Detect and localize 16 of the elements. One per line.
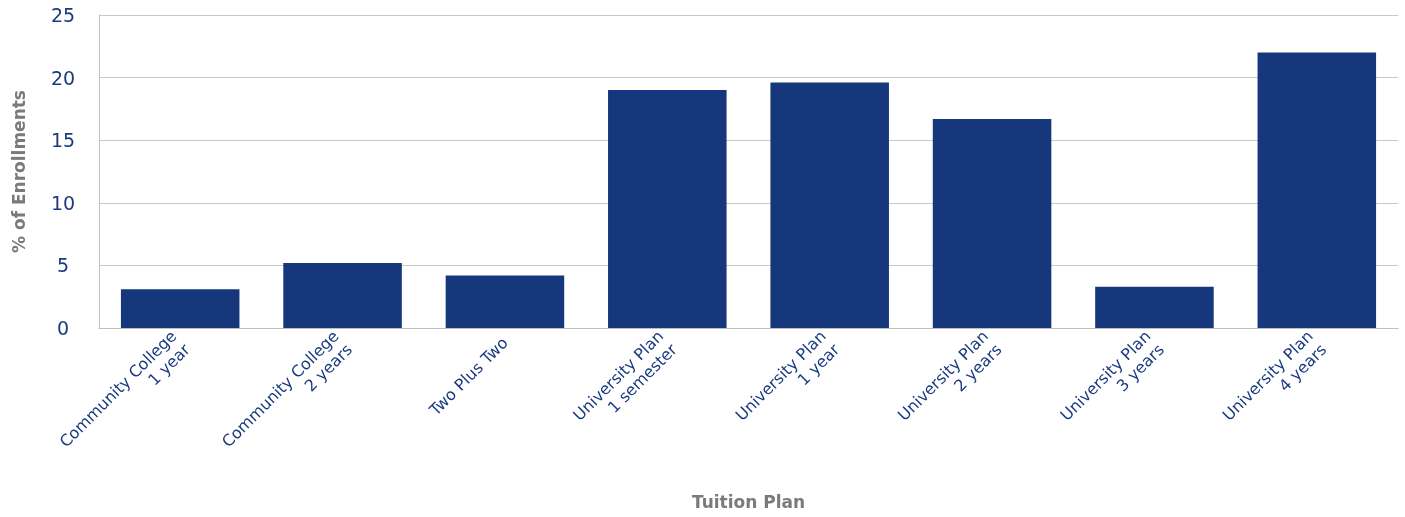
y-tick-label: 5 [56,254,70,277]
x-axis-title: Tuition Plan [691,491,806,512]
y-axis-title: % of Enrollments [8,90,29,253]
y-tick-label: 10 [50,191,76,214]
bar [445,275,565,328]
bar [283,262,402,328]
bar [120,289,240,328]
bar [932,118,1052,328]
y-tick-label: 20 [50,66,76,89]
bar [608,90,727,328]
bar [1257,52,1377,328]
y-tick-label: 0 [56,317,70,339]
y-tick-label: 25 [50,4,76,26]
y-tick-label: 15 [50,129,76,152]
bar [1095,286,1214,328]
bar [770,82,889,328]
